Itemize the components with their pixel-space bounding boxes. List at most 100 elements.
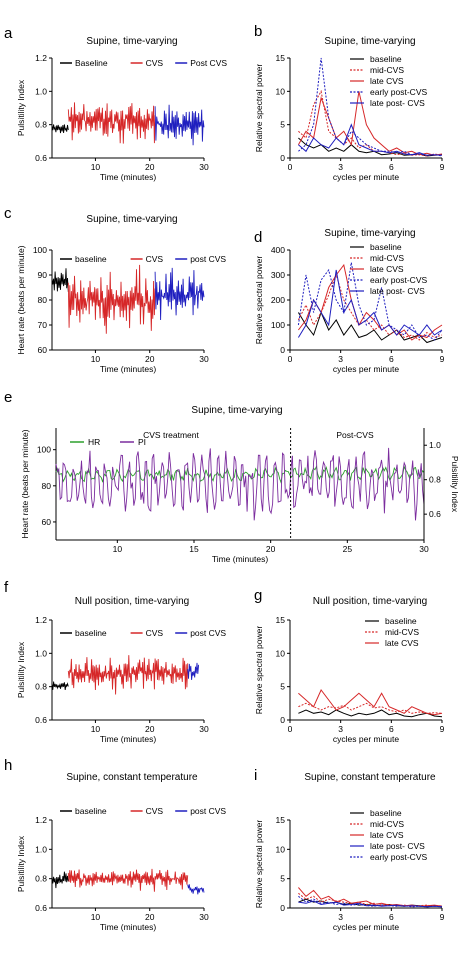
y-tick-label-i: 10 (276, 844, 286, 854)
series-line-post CVS (187, 662, 200, 680)
series-group-h (51, 868, 205, 895)
panel-letter-b: b (254, 23, 262, 40)
y-tick-label-i: 0 (280, 903, 285, 913)
x-tick-label-b: 6 (389, 162, 394, 172)
x-tick-label-d: 9 (440, 354, 445, 364)
x-tick-label-e: 15 (189, 544, 199, 554)
series-line-post CVS (187, 884, 205, 895)
chart-title-c: Supine, time-varying (86, 214, 177, 225)
legend-label-baseline: baseline (385, 616, 417, 626)
y-tick-label-f: 1.2 (35, 615, 47, 625)
y-tick-label-g: 0 (280, 715, 285, 725)
series-group-g (298, 689, 443, 718)
legend-label-late post- CVS: late post- CVS (370, 841, 425, 851)
y-tick-label-d: 0 (280, 345, 285, 355)
legend-label-PI: PI (138, 437, 146, 447)
legend-label-CVS: CVS (146, 628, 164, 638)
series-line-baseline (51, 681, 69, 690)
series-line-PI (55, 447, 425, 521)
x-tick-label-b: 0 (288, 162, 293, 172)
series-line-CVS (67, 868, 189, 892)
x-tick-label-e: 30 (419, 544, 429, 554)
y-tick-label-h: 0.8 (35, 874, 47, 884)
x-axis-label-f: Time (minutes) (100, 734, 157, 744)
x-tick-label-f: 10 (91, 724, 101, 734)
series-line-Baseline (51, 124, 69, 134)
legend-label-Post CVS: Post CVS (190, 58, 227, 68)
y-tick-label-a: 0.8 (35, 120, 47, 130)
legend-label-late CVS: late CVS (370, 264, 404, 274)
legend-label-baseline: baseline (75, 806, 107, 816)
x-tick-label-f: 20 (145, 724, 155, 734)
y-tick-label-h: 1.2 (35, 815, 47, 825)
y-tick-right-label-e: 0.8 (429, 475, 441, 485)
legend-label-late post- CVS: late post- CVS (370, 286, 425, 296)
chart-title-i: Supine, constant temperature (304, 772, 436, 783)
x-tick-label-e: 20 (266, 544, 276, 554)
y-tick-label-c: 80 (38, 295, 48, 305)
x-tick-label-g: 0 (288, 724, 293, 734)
x-tick-label-e: 25 (343, 544, 353, 554)
chart-title-b: Supine, time-varying (324, 36, 415, 47)
x-axis-label-i: cycles per minute (333, 922, 399, 932)
x-tick-label-g: 3 (338, 724, 343, 734)
series-line-HR (55, 464, 425, 485)
y-tick-label-a: 1.0 (35, 86, 47, 96)
y-tick-label-h: 0.6 (35, 903, 47, 913)
series-line-late post- CVS (298, 123, 443, 156)
y-tick-right-label-e: 0.6 (429, 509, 441, 519)
series-group-e (55, 447, 425, 521)
series-line-late CVS (298, 689, 443, 716)
legend-label-CVS: CVS (146, 254, 164, 264)
x-tick-label-i: 6 (389, 912, 394, 922)
y-tick-label-c: 100 (33, 245, 47, 255)
y-tick-label-h: 1.0 (35, 844, 47, 854)
legend-label-mid-CVS: mid-CVS (385, 627, 419, 637)
x-tick-label-e: 10 (113, 544, 123, 554)
y-tick-label-i: 5 (280, 874, 285, 884)
panel-letter-f: f (4, 579, 9, 596)
x-tick-label-a: 30 (199, 162, 209, 172)
y-tick-label-g: 15 (276, 615, 286, 625)
y-axis-label-b: Relative spectral power (254, 64, 264, 153)
x-tick-label-d: 0 (288, 354, 293, 364)
legend-label-CVS: CVS (146, 806, 164, 816)
y-tick-label-d: 200 (271, 295, 285, 305)
y-tick-label-e: 100 (37, 445, 51, 455)
panel-letter-d: d (254, 229, 262, 246)
legend-label-late CVS: late CVS (370, 830, 404, 840)
legend-label-mid-CVS: mid-CVS (370, 819, 404, 829)
y-tick-right-label-e: 1.0 (429, 440, 441, 450)
x-tick-label-h: 10 (91, 912, 101, 922)
x-tick-label-i: 9 (440, 912, 445, 922)
y-axis-label-a: Pulsitility Index (16, 79, 26, 136)
legend-label-CVS: CVS (146, 58, 164, 68)
y-axis-label-f: Pulsitility Index (16, 641, 26, 698)
x-axis-label-g: cycles per minute (333, 734, 399, 744)
y-axis-label-d: Relative spectral power (254, 256, 264, 345)
legend-label-mid-CVS: mid-CVS (370, 253, 404, 263)
x-tick-label-b: 3 (338, 162, 343, 172)
y-tick-label-a: 0.6 (35, 153, 47, 163)
legend-label-post CVS: post CVS (190, 254, 226, 264)
x-tick-label-b: 9 (440, 162, 445, 172)
y-axis-label-h: Pulsitility Index (16, 835, 26, 892)
x-tick-label-a: 10 (91, 162, 101, 172)
legend-label-early post-CVS: early post-CVS (370, 87, 427, 97)
legend-label-HR: HR (88, 437, 100, 447)
y-tick-label-f: 0.6 (35, 715, 47, 725)
series-line-Post CVS (154, 104, 205, 146)
legend-label-baseline: baseline (75, 254, 107, 264)
y-tick-label-b: 0 (280, 153, 285, 163)
y-tick-label-c: 90 (38, 270, 48, 280)
series-line-CVS (67, 102, 156, 144)
x-tick-label-g: 9 (440, 724, 445, 734)
y-axis-label-g: Relative spectral power (254, 626, 264, 715)
x-tick-label-h: 20 (145, 912, 155, 922)
x-axis-label-a: Time (minutes) (100, 172, 157, 182)
chart-title-a: Supine, time-varying (86, 36, 177, 47)
y-tick-label-b: 5 (280, 120, 285, 130)
y-tick-label-d: 400 (271, 245, 285, 255)
chart-title-d: Supine, time-varying (324, 228, 415, 239)
legend-label-post CVS: post CVS (190, 806, 226, 816)
